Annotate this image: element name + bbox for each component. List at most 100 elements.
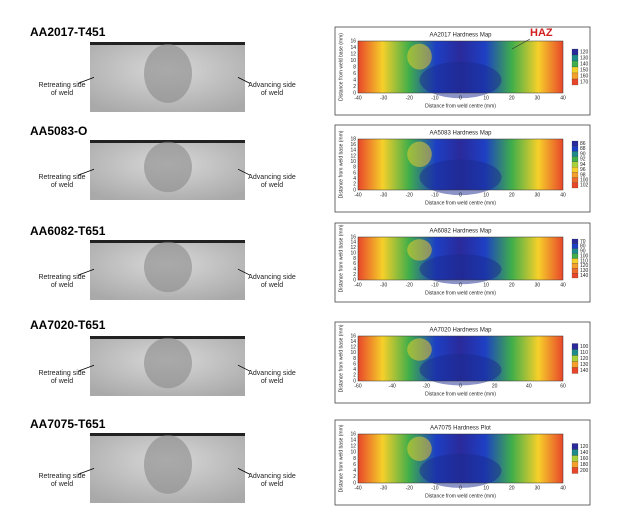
x-axis-label: Distance from weld centre (mm) xyxy=(425,391,496,397)
x-tick-label: -20 xyxy=(406,485,413,491)
x-tick-label: 0 xyxy=(459,485,462,491)
plot-frame xyxy=(357,335,564,382)
legend-label: 100 xyxy=(580,253,589,259)
heat-blob xyxy=(419,453,502,488)
legend-label: 170 xyxy=(580,79,589,85)
y-tick-label: 4 xyxy=(353,77,356,83)
x-tick-label: 0 xyxy=(459,282,462,288)
legend-swatch xyxy=(571,182,579,189)
legend-label: 130 xyxy=(580,55,589,61)
legend-label: 130 xyxy=(580,362,589,368)
legend-label: 140 xyxy=(580,273,589,279)
legend-label: 80 xyxy=(580,244,586,250)
heat-blob xyxy=(419,254,502,285)
legend-swatch xyxy=(571,467,579,474)
arrow xyxy=(237,268,251,276)
y-tick-label: 0 xyxy=(353,480,356,486)
x-axis-label: Distance from weld centre (mm) xyxy=(425,200,496,206)
legend-swatch xyxy=(571,60,579,68)
alloy-label: AA6082-T651 xyxy=(30,224,106,238)
plate-edge xyxy=(90,140,245,143)
legend-label: 200 xyxy=(580,468,589,474)
x-tick-label: 30 xyxy=(535,282,541,288)
y-tick-label: 8 xyxy=(353,256,356,262)
y-tick-label: 0 xyxy=(353,378,356,384)
y-tick-label: 12 xyxy=(350,51,356,57)
retreating-label: of weld xyxy=(51,182,73,189)
legend-label: 120 xyxy=(580,444,589,450)
x-tick-label: -10 xyxy=(431,282,438,288)
y-tick-label: 2 xyxy=(353,84,356,90)
x-tick-label: 10 xyxy=(483,282,489,288)
advancing-label: of weld xyxy=(261,182,283,189)
arrow xyxy=(77,168,95,176)
alloy-label: AA7020-T651 xyxy=(30,318,106,332)
legend-label: 160 xyxy=(580,73,589,79)
legend-label: 130 xyxy=(580,268,589,274)
retreating-label: Retreating side xyxy=(38,82,85,89)
plate-edge xyxy=(90,42,245,45)
legend-label: 120 xyxy=(580,356,589,362)
y-tick-label: 18 xyxy=(350,136,356,142)
legend-swatch xyxy=(571,258,579,264)
y-tick-label: 10 xyxy=(350,58,356,64)
heat-blob xyxy=(419,159,502,196)
legend-swatch xyxy=(571,273,579,279)
y-tick-label: 4 xyxy=(353,176,356,182)
arrow xyxy=(237,77,251,84)
advancing-label: of weld xyxy=(261,282,283,289)
y-tick-label: 6 xyxy=(353,261,356,267)
legend-swatch xyxy=(571,449,579,456)
retreating-label: Retreating side xyxy=(38,174,85,181)
plot-frame xyxy=(357,236,564,281)
x-tick-label: 60 xyxy=(560,383,566,389)
y-axis-label: Distance from weld base (mm) xyxy=(338,224,344,292)
y-tick-label: 12 xyxy=(350,153,356,159)
advancing-label: Advancing side xyxy=(248,274,296,281)
x-tick-label: -30 xyxy=(380,282,387,288)
x-tick-label: 10 xyxy=(483,95,489,101)
y-tick-label: 12 xyxy=(350,444,356,450)
alloy-label: AA7075-T651 xyxy=(30,417,106,431)
y-tick-label: 4 xyxy=(353,367,356,373)
y-tick-label: 14 xyxy=(350,437,356,443)
legend-swatch xyxy=(571,343,579,350)
y-tick-label: 16 xyxy=(350,142,356,148)
advancing-label: Advancing side xyxy=(248,370,296,377)
x-tick-label: -30 xyxy=(380,192,387,198)
legend-label: 70 xyxy=(580,239,586,245)
alloy-label: AA5083-O xyxy=(30,124,87,138)
legend-label: 92 xyxy=(580,157,586,163)
y-tick-label: 2 xyxy=(353,373,356,379)
advancing-label: Advancing side xyxy=(248,473,296,480)
legend-swatch xyxy=(571,367,579,374)
x-tick-label: 20 xyxy=(509,95,515,101)
retreating-label: of weld xyxy=(51,282,73,289)
legend-label: 100 xyxy=(580,177,589,183)
x-tick-label: -30 xyxy=(380,485,387,491)
y-tick-label: 4 xyxy=(353,468,356,474)
arrow xyxy=(237,364,251,372)
legend-swatch xyxy=(571,78,579,86)
x-tick-label: 20 xyxy=(509,485,515,491)
x-tick-label: -10 xyxy=(431,192,438,198)
weld-nugget xyxy=(144,241,192,293)
advancing-label: of weld xyxy=(261,481,283,488)
plot-frame xyxy=(357,40,564,94)
plate-edge xyxy=(90,336,245,339)
y-tick-label: 0 xyxy=(353,187,356,193)
y-tick-label: 0 xyxy=(353,90,356,96)
y-tick-label: 14 xyxy=(350,339,356,345)
legend-swatch xyxy=(571,140,579,147)
x-tick-label: 40 xyxy=(560,282,566,288)
legend-swatch xyxy=(571,243,579,249)
x-tick-label: -40 xyxy=(354,95,361,101)
y-tick-label: 12 xyxy=(350,245,356,251)
x-axis-label: Distance from weld centre (mm) xyxy=(425,290,496,296)
heat-blob xyxy=(419,61,502,99)
map-title: AA5083 Hardness Map xyxy=(429,131,492,137)
legend-label: 86 xyxy=(580,141,586,147)
x-tick-label: 30 xyxy=(535,192,541,198)
y-tick-label: 8 xyxy=(353,456,356,462)
legend-label: 180 xyxy=(580,462,589,468)
